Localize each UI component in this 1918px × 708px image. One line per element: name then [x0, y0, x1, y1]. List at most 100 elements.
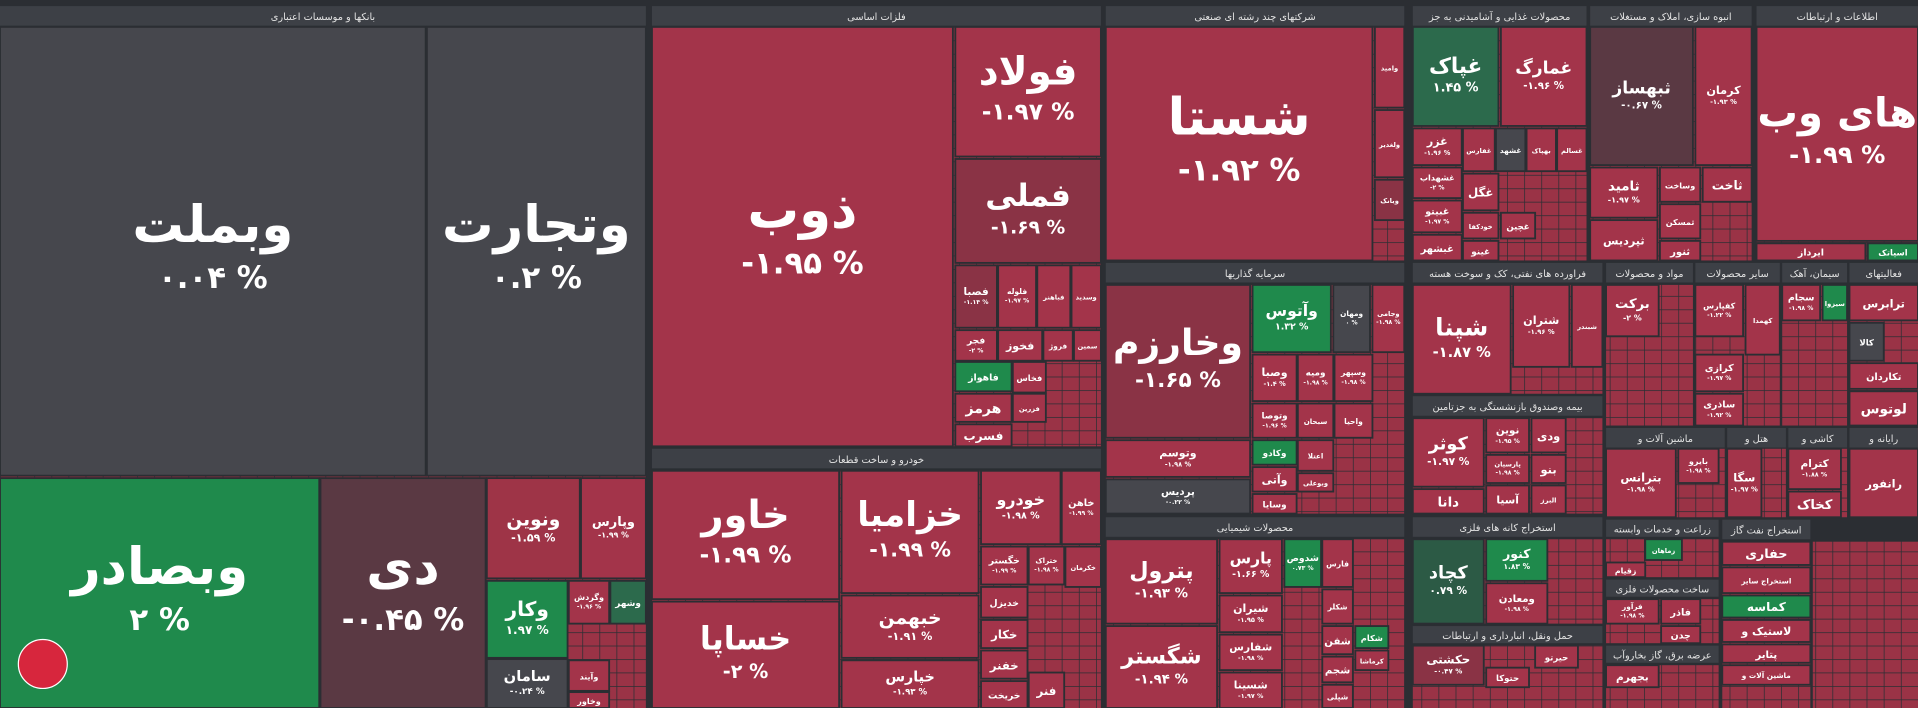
stock-tile	[1605, 283, 1660, 338]
stock-name: غگل	[1468, 186, 1493, 200]
stock-tile	[1333, 402, 1374, 439]
stock-tile	[1411, 166, 1463, 200]
sector-title: سیمان، آهک	[1790, 267, 1840, 280]
stock-tile	[1848, 321, 1885, 362]
stock-change: ۲ %	[129, 602, 189, 638]
sector-title: فعالیتهای	[1866, 269, 1902, 280]
stock-tile	[1251, 283, 1332, 354]
stock-tile	[1411, 417, 1485, 488]
stock-name: خاور	[699, 493, 789, 538]
stock-change: -۱.۹۷ %	[1731, 485, 1758, 493]
stock-name: فسرب	[964, 429, 1004, 443]
stock-tile	[954, 392, 1013, 423]
stock-name: ایرداز	[1797, 248, 1824, 259]
stock-name: شپنا	[1435, 312, 1488, 341]
stock-tile	[1321, 538, 1354, 588]
stock-change: -۱.۹۶ %	[1528, 328, 1555, 336]
stock-tile	[1296, 402, 1335, 439]
stock-name: خفنر	[989, 658, 1019, 673]
stock-tile	[1104, 538, 1219, 625]
stock-name: ذوب	[747, 181, 857, 241]
stock-tile	[1027, 545, 1066, 586]
stock-name: غینو	[1470, 247, 1490, 257]
stock-tile	[954, 423, 1013, 448]
stock-tile	[1721, 540, 1812, 566]
stock-tile	[1104, 283, 1252, 439]
stock-name: ومعادن	[1499, 594, 1535, 605]
stock-tile	[840, 659, 980, 708]
sector-title: ساخت محصولات فلزی	[1615, 584, 1709, 595]
stock-name: وتوصا	[1262, 412, 1288, 422]
stock-tile	[1701, 166, 1753, 203]
stock-change: -۰.۲۴ %	[510, 687, 545, 697]
stock-change: -۱.۹۸ %	[1034, 566, 1058, 573]
stock-tile	[1462, 127, 1496, 173]
stock-change: ۱.۴۵ %	[1433, 81, 1479, 96]
sector-title: فلزات اساسی	[847, 12, 906, 23]
stock-name: سمین	[1077, 343, 1097, 351]
stock-name: هرمز	[965, 401, 1002, 417]
stock-tile	[1694, 353, 1744, 393]
stock-tile	[1721, 566, 1812, 594]
stock-name: کوثر	[1428, 434, 1469, 454]
logo	[17, 638, 68, 690]
stock-change: -۲ %	[1430, 184, 1445, 191]
stock-tile	[1411, 488, 1485, 515]
stock-name: کفپارس	[1703, 302, 1735, 312]
stock-tile	[1485, 582, 1549, 625]
stock-name: ختراک	[1035, 556, 1057, 565]
stock-tile	[1781, 283, 1822, 322]
stock-change: -۱.۶۹ %	[991, 218, 1066, 239]
stock-change: ۰.۲ %	[491, 260, 582, 296]
stock-name: غفارس	[1466, 147, 1491, 155]
stock-name: شیران	[1233, 602, 1268, 615]
stock-tile	[1251, 402, 1298, 439]
stock-tile	[1726, 447, 1763, 519]
stock-name: خدیزل	[990, 598, 1019, 609]
stock-change: -۰.۲۲ %	[1166, 499, 1190, 506]
stock-change: -۱.۶۶ %	[1232, 569, 1270, 580]
stock-change: -۲ %	[969, 347, 984, 354]
stock-name: کالا	[1859, 338, 1874, 348]
stock-name: پارسیان	[1494, 460, 1521, 468]
stock-change: -۱.۹۳ %	[893, 688, 928, 698]
stock-change: -۱.۹۸ %	[1620, 612, 1644, 619]
stock-tile	[1530, 484, 1567, 515]
stock-tile	[1658, 203, 1702, 240]
sector-header	[1590, 6, 1752, 26]
stock-change: -۱.۹۵ %	[1495, 438, 1519, 445]
stock-name: ومیه	[1306, 369, 1326, 379]
stock-name: شکلر	[1327, 603, 1348, 612]
sector-title: فراورده های نفتی، کک و سوخت هسته	[1429, 269, 1586, 280]
stock-name: شدوص	[1287, 553, 1319, 564]
stock-name: خگستر	[988, 554, 1020, 566]
sector-title: بانکها و موسسات اعتباری	[271, 12, 375, 23]
stock-tile	[1296, 353, 1335, 402]
stock-tile	[1495, 127, 1527, 173]
stock-name: حتوکا	[1496, 674, 1519, 684]
stock-tile	[1848, 283, 1918, 322]
stock-tile	[1485, 484, 1530, 515]
stock-change: ۰.۷۳ %	[1292, 565, 1314, 572]
stock-tile	[1485, 417, 1530, 454]
stock-change: -۲ %	[723, 660, 768, 683]
stock-name: فرآور	[1621, 601, 1643, 611]
stock-tile	[1866, 242, 1918, 262]
stock-tile	[485, 658, 569, 708]
sector-title: ماشین آلات و	[1637, 432, 1693, 445]
sector-header	[1849, 427, 1918, 448]
stock-tile	[485, 579, 569, 659]
stock-tile	[1354, 625, 1390, 649]
stock-tile	[1296, 472, 1335, 493]
stock-tile	[1373, 109, 1406, 179]
stock-name: کرمان	[1706, 84, 1741, 97]
sector-title: ساير محصولات	[1706, 269, 1768, 280]
stock-tile	[1411, 538, 1485, 625]
stock-name: ونوین	[506, 509, 560, 530]
stock-name: ومهان	[1340, 309, 1363, 318]
stock-tile	[980, 680, 1029, 708]
stock-tile	[1848, 390, 1918, 427]
stock-tile	[1321, 588, 1354, 625]
stock-name: لوتوس	[1861, 402, 1907, 418]
stock-name: برکت	[1615, 297, 1650, 312]
